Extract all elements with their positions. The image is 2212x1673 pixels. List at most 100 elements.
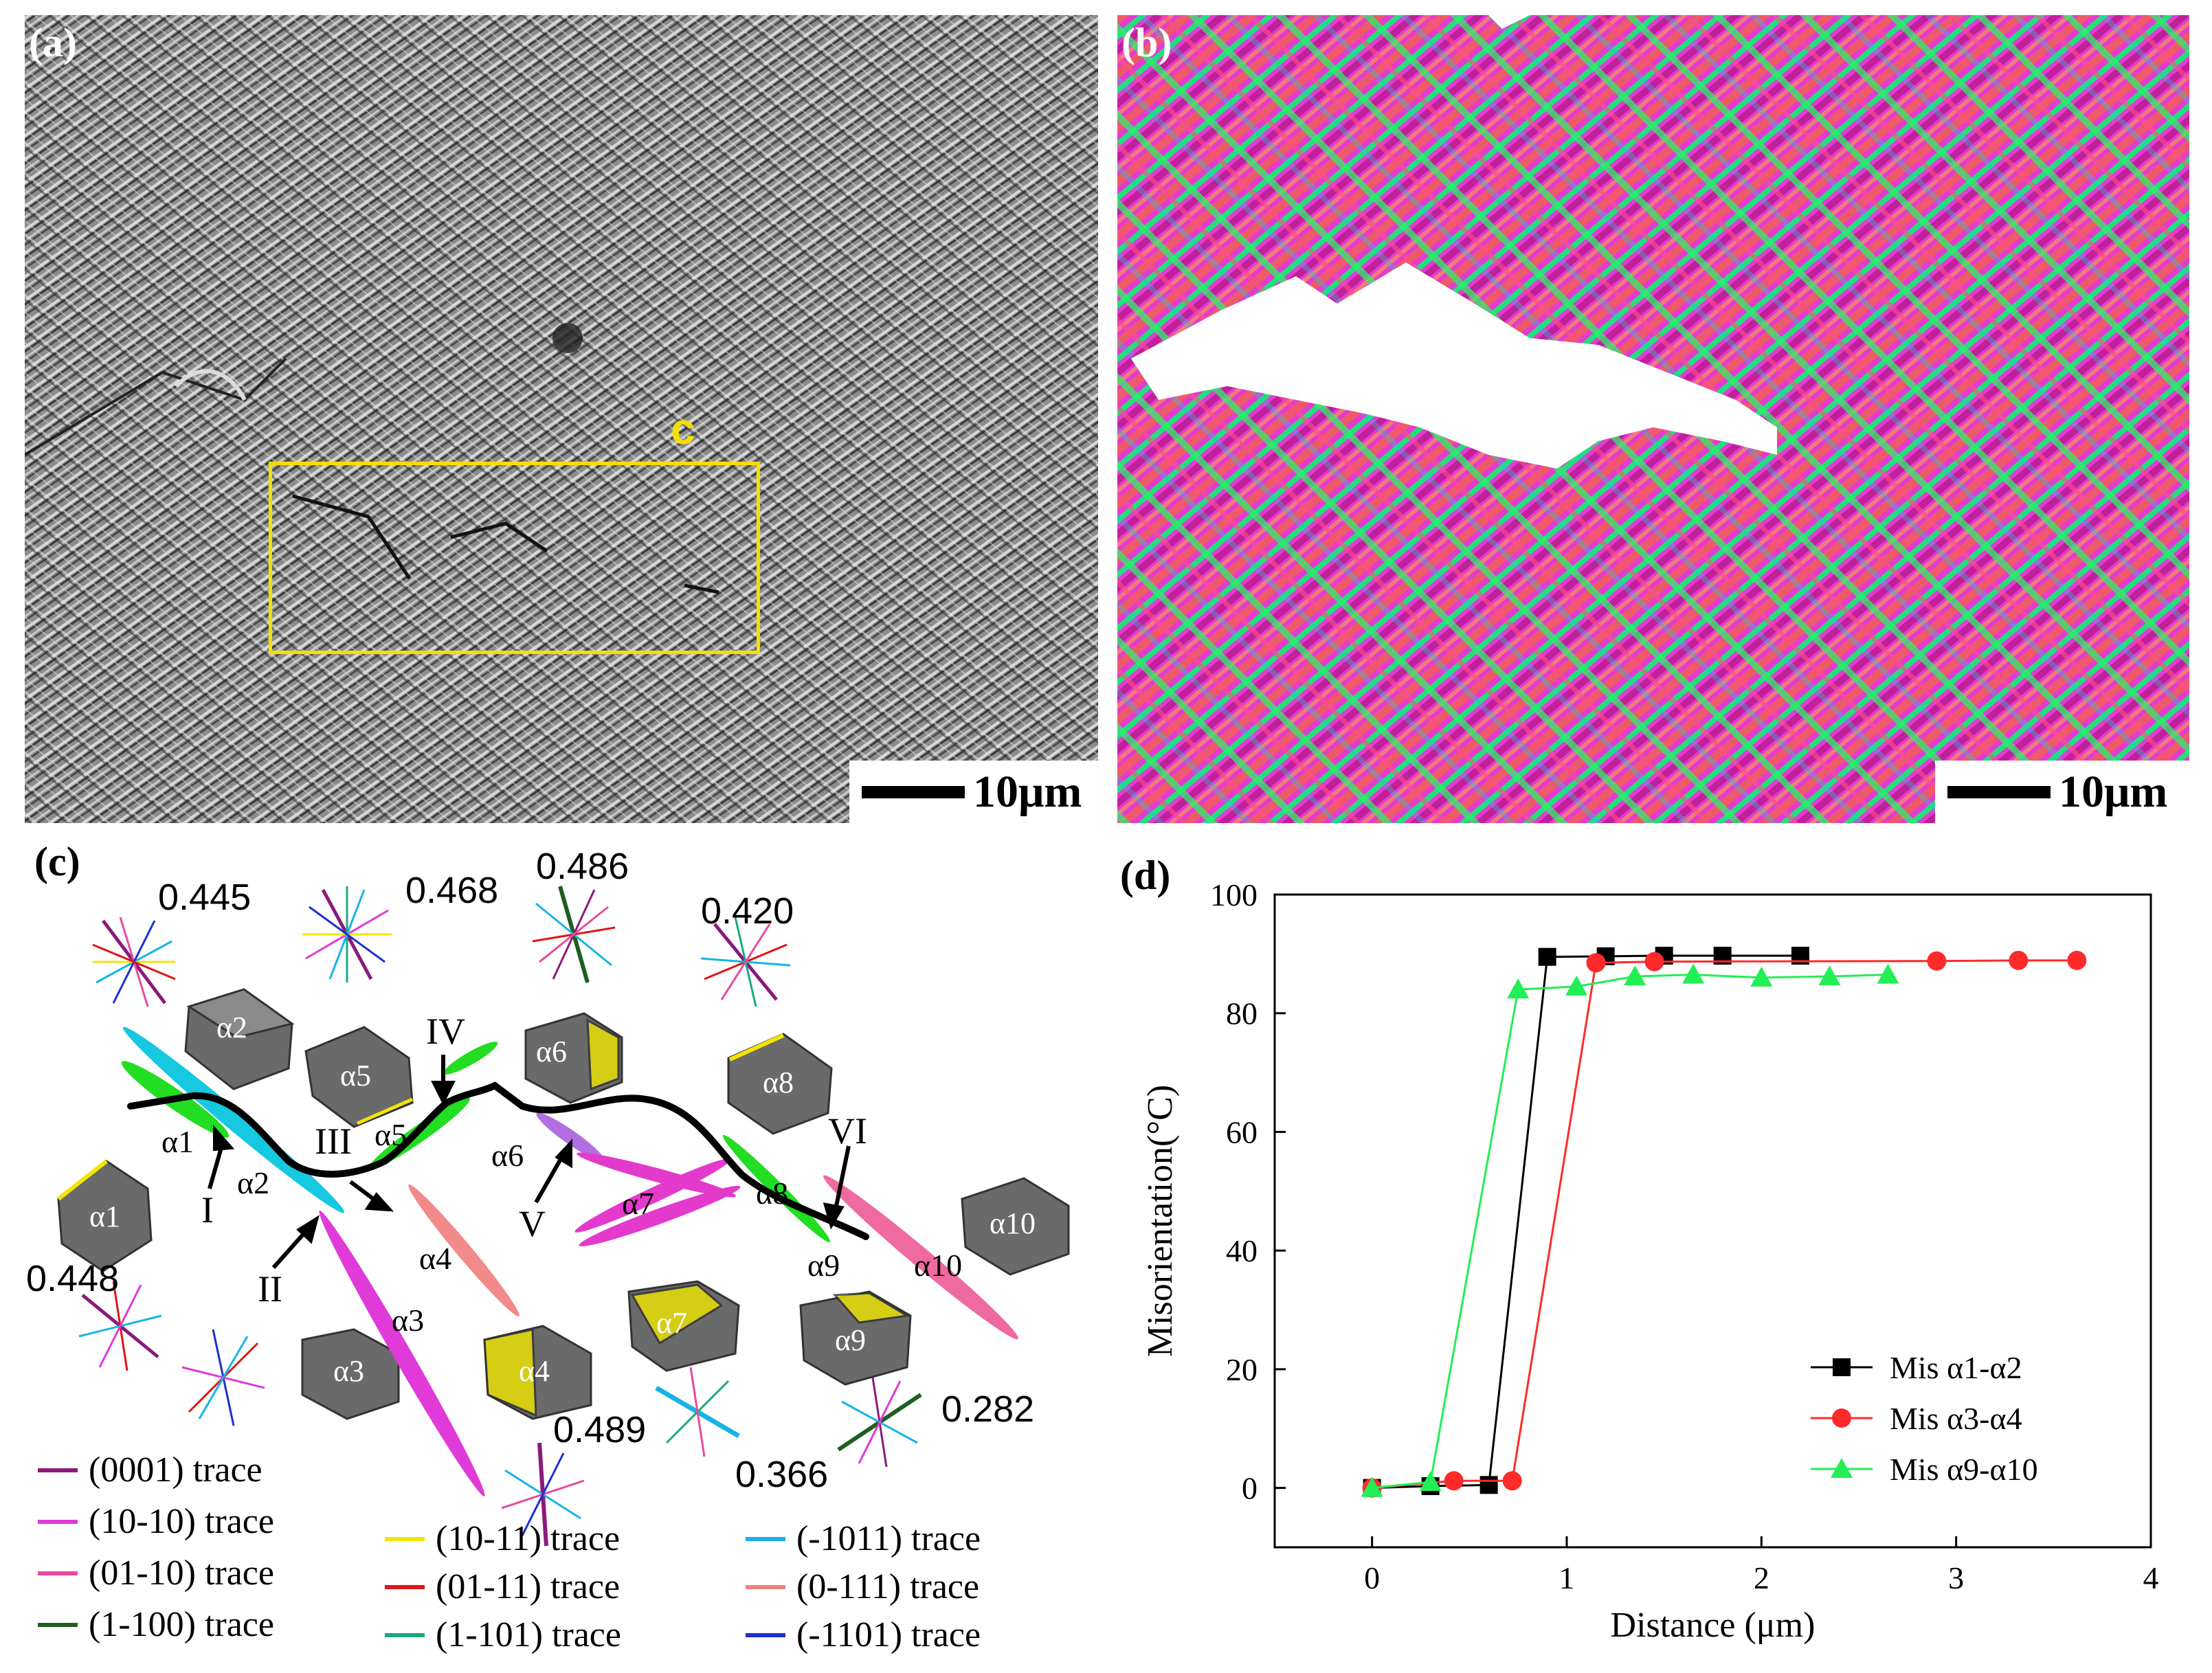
data-point [1624,965,1646,986]
legend-item: (0-111) trace [746,1567,979,1607]
lath-label-a1: α1 [161,1124,194,1159]
hcp-cell-a6 [524,1012,623,1104]
legend-label: (0-111) trace [796,1567,980,1606]
ebsd-map [1117,15,2189,823]
trace-star-2 [302,886,392,983]
y-axis-label: Misorientation(°C) [1141,1085,1180,1357]
schmid-value-8: 0.282 [941,1389,1035,1430]
schmid-value-2: 0.468 [405,870,499,911]
y-tick-label: 40 [1226,1233,1258,1268]
legend-label: Mis α3-α4 [1890,1401,2022,1436]
data-point [1479,1476,1498,1494]
cell-label-a4: α4 [519,1354,550,1388]
legend-item: (-1011) trace [746,1518,981,1559]
region-c-box [269,462,760,654]
cell-label-a7: α7 [656,1306,688,1340]
point-label-I: I [201,1189,214,1231]
cell-label-a3: α3 [333,1354,365,1388]
hcp-cell-a5 [304,1026,414,1128]
trace-star-5 [78,1281,162,1371]
point-label-III: III [315,1121,352,1162]
data-point [1507,978,1530,999]
point-label-V: V [519,1203,546,1244]
data-point [2067,950,2087,970]
schmid-value-6: 0.489 [553,1409,647,1450]
crystal-schematic [57,886,1070,1547]
x-tick-label: 4 [2143,1560,2159,1595]
data-point [1877,963,1899,984]
cell-label-a9: α9 [835,1323,867,1357]
lath-label-a3: α3 [392,1303,425,1338]
plot-frame [1273,893,2152,1549]
sem-image [23,15,1098,823]
legend-label: (0001) trace [89,1450,262,1490]
schmid-value-3: 0.486 [536,846,629,887]
scale-bar-line [1947,785,2051,798]
lath-label-a5: α5 [375,1117,407,1152]
lath-label-a9: α9 [807,1248,840,1283]
data-point [1818,965,1841,986]
trace-star-3 [532,886,616,983]
data-point [1565,975,1588,996]
cell-label-a10: α10 [990,1206,1036,1240]
point-label-VI: VI [828,1110,867,1152]
trace-star-6 [181,1329,265,1426]
legend-swatch [38,1622,78,1627]
scale-bar-b: 10μm [1935,761,2189,823]
point-label-II: II [258,1268,282,1310]
x-tick-label: 0 [1364,1560,1380,1595]
legend-item: (01-10) trace [38,1553,274,1593]
data-point [1444,1471,1464,1491]
point-label-IV: IV [426,1011,465,1052]
y-tick-label: 80 [1226,996,1258,1031]
lath-label-a7: α7 [622,1186,655,1221]
legend-item: (10-11) trace [385,1518,620,1559]
x-tick-label: 3 [1948,1560,1964,1595]
legend-label: Mis α9-α10 [1890,1452,2038,1487]
legend-label: (01-11) trace [436,1567,621,1606]
trace-star-1 [92,917,176,1007]
hcp-cell-a3 [301,1328,400,1420]
series-line-3 [1372,974,1888,1490]
lath-a6 [536,1112,605,1162]
cell-label-a2: α2 [216,1011,248,1044]
hcp-cell-a7 [627,1280,740,1372]
hcp-cell-a8 [727,1033,833,1135]
legend-swatch [746,1584,785,1589]
panel-b-label: (b) [1121,20,1172,65]
series-line-1 [1372,954,1800,1490]
y-tick-label: 100 [1210,877,1258,912]
legend-marker [1833,1358,1851,1376]
legend-swatch [746,1536,785,1541]
legend-label: (1-100) trace [89,1605,274,1644]
panel-c: (c) [0,831,1113,1670]
legend-item: (-1101) trace [746,1615,981,1655]
scale-bar-line [862,785,965,798]
legend-swatch [38,1571,78,1575]
legend-label: (-1101) trace [796,1615,981,1654]
data-point [1682,963,1705,984]
x-tick-label: 2 [1754,1560,1769,1595]
y-tick-label: 60 [1226,1114,1258,1149]
legend-label: (10-10) trace [89,1502,274,1541]
legend-swatch [746,1632,785,1637]
legend-label: (10-11) trace [436,1519,621,1558]
trace-star-9 [837,1377,922,1468]
legend-swatch [385,1632,425,1637]
data-point [1644,952,1664,972]
legend-label: (01-10) trace [89,1553,274,1593]
region-c-label: c [671,404,695,453]
legend-label: Mis α1-α2 [1890,1350,2022,1385]
panel-d: (d) 0 1 2 3 4 0 20 40 60 80 100 Distance (μm) Misori… [1113,831,2212,1670]
schmid-value-7: 0.366 [735,1454,829,1495]
lath-label-a10: α10 [914,1248,963,1283]
hcp-cell-a4 [483,1325,592,1420]
data-point [1538,947,1556,966]
panel-a: (a) c 10μm [23,15,1098,823]
legend-item: (1-100) trace [38,1604,274,1645]
legend-label: (1-101) trace [436,1615,621,1654]
hcp-cell-a2 [184,988,295,1090]
lath-a4 [408,1184,520,1317]
data-point [1419,1471,1442,1491]
legend-marker [1832,1408,1851,1428]
